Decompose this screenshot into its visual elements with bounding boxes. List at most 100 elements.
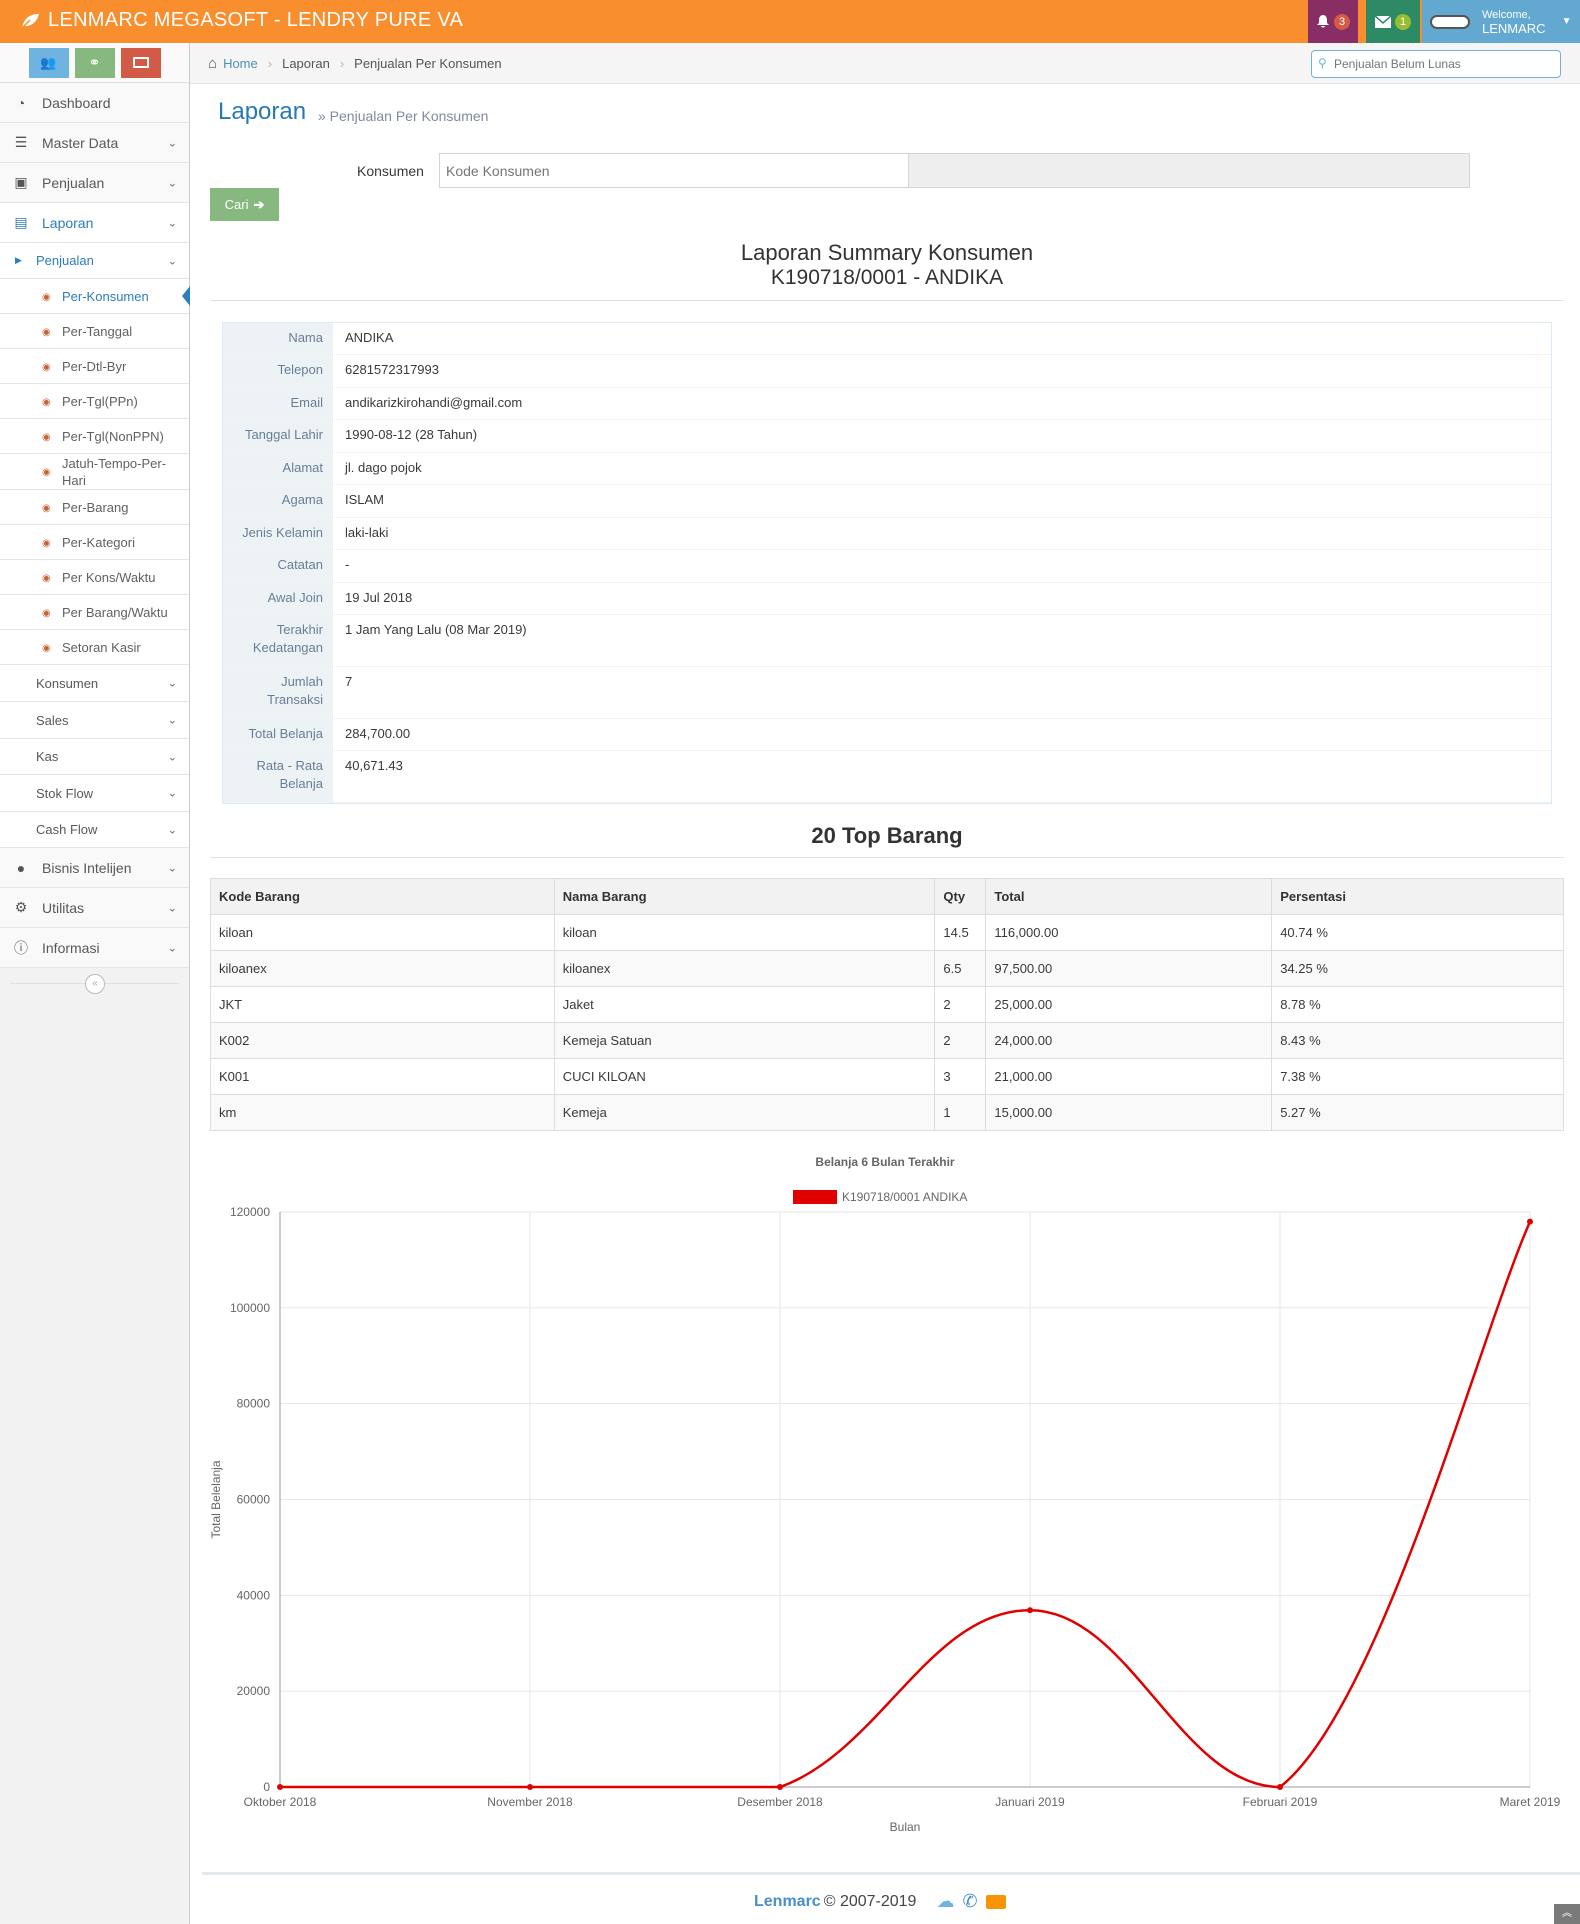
sidebar-item-label: Laporan xyxy=(42,214,94,231)
table-cell: Jaket xyxy=(553,986,936,1023)
breadcrumb-current: Penjualan Per Konsumen xyxy=(354,56,502,71)
data-point xyxy=(1277,1784,1283,1790)
profile-label: Catatan xyxy=(223,550,333,582)
x-tick-label: Oktober 2018 xyxy=(244,1795,317,1809)
submenu-item-per-kategori[interactable]: ◉ Per-Kategori xyxy=(0,525,189,560)
chevron-down-icon: ⌄ xyxy=(167,751,177,763)
column-header[interactable]: Kode Barang xyxy=(210,878,555,915)
divider xyxy=(210,857,1564,858)
profile-row: Rata - Rata Belanja 40,671.43 xyxy=(223,751,1551,803)
footer-brand[interactable]: Lenmarc xyxy=(754,1892,821,1910)
sidebar-item-dashboard[interactable]: ◔ Dashboard xyxy=(0,83,189,123)
submenu-item-per-dtl-byr[interactable]: ◉ Per-Dtl-Byr xyxy=(0,349,189,384)
submenu-cash-flow[interactable]: Cash Flow ⌄ xyxy=(0,812,189,848)
sidebar-item-laporan[interactable]: ▤ Laporan ⌄ xyxy=(0,203,189,243)
submenu-sales[interactable]: Sales ⌄ xyxy=(0,702,189,739)
submenu-item-per-barang-waktu[interactable]: ◉ Per Barang/Waktu xyxy=(0,595,189,630)
shortcut-link-button[interactable]: ⚭ xyxy=(74,47,115,78)
envelope-icon[interactable] xyxy=(985,1894,1006,1909)
y-tick-label: 40000 xyxy=(237,1588,271,1602)
eye-icon: ◉ xyxy=(42,538,51,549)
submenu-label: Setoran Kasir xyxy=(62,639,141,655)
profile-row: Total Belanja 284,700.00 xyxy=(223,719,1551,751)
submenu-item-per-konsumen[interactable]: ◉ Per-Konsumen xyxy=(0,279,190,314)
column-header[interactable]: Total xyxy=(985,878,1273,915)
profile-label: Total Belanja xyxy=(223,719,333,750)
chevron-down-icon: ⌄ xyxy=(167,902,177,914)
notification-badge: 3 xyxy=(1334,13,1350,30)
sidebar-item-label: Utilitas xyxy=(42,899,85,916)
y-tick-label: 20000 xyxy=(237,1684,271,1698)
profile-label: Tanggal Lahir xyxy=(223,420,333,452)
nav-search: ⚲ xyxy=(1311,50,1561,78)
notifications-button[interactable]: 3 xyxy=(1308,0,1358,43)
cari-label: Cari xyxy=(224,197,249,212)
submenu-konsumen[interactable]: Konsumen ⌄ xyxy=(0,665,189,702)
table-cell: 25,000.00 xyxy=(985,986,1273,1023)
home-icon: ⌂ xyxy=(208,55,218,72)
table-cell: kiloanex xyxy=(210,950,555,987)
wechat-icon[interactable]: ☁ xyxy=(936,1891,955,1911)
column-header[interactable]: Nama Barang xyxy=(553,878,936,915)
submenu-item-per-tanggal[interactable]: ◉ Per-Tanggal xyxy=(0,314,189,349)
submenu-item-per-barang[interactable]: ◉ Per-Barang xyxy=(0,490,189,525)
submenu-label: Per Barang/Waktu xyxy=(62,604,168,620)
table-cell: 2 xyxy=(934,1022,987,1059)
messages-button[interactable]: 1 xyxy=(1366,0,1420,43)
x-axis-label: Bulan xyxy=(890,1820,921,1834)
submenu-item-per-tgl-nonppn[interactable]: ◉ Per-Tgl(NonPPN) xyxy=(0,419,189,454)
submenu-penjualan[interactable]: ▶ Penjualan ⌄ xyxy=(0,243,189,279)
spending-chart: Belanja 6 Bulan Terakhir K190718/0001 AND… xyxy=(209,1155,1561,1834)
submenu-item-setoran-kasir[interactable]: ◉ Setoran Kasir xyxy=(0,630,189,665)
submenu-stok-flow[interactable]: Stok Flow ⌄ xyxy=(0,775,189,812)
breadcrumb-home[interactable]: Home xyxy=(223,56,258,71)
profile-label: Jenis Kelamin xyxy=(223,518,333,549)
sidebar-shortcuts: 👥 ⚭ xyxy=(0,43,189,83)
profile-value: 1 Jam Yang Lalu (08 Mar 2019) xyxy=(345,622,527,637)
submenu-item-jatuh-tempo[interactable]: ◉ Jatuh-Tempo-Per-Hari xyxy=(0,454,189,490)
submenu-item-per-kons-waktu[interactable]: ◉ Per Kons/Waktu xyxy=(0,560,189,595)
leaf-icon xyxy=(21,13,39,29)
sidebar-item-label: Bisnis Intelijen xyxy=(42,859,132,876)
konsumen-label: Konsumen xyxy=(357,163,424,179)
sidebar-item-penjualan[interactable]: ▣ Penjualan ⌄ xyxy=(0,163,189,203)
series-line xyxy=(280,1221,1532,1789)
chevron-down-icon: ⌄ xyxy=(167,862,177,874)
search-input[interactable] xyxy=(1334,54,1554,74)
x-tick-label: Maret 2019 xyxy=(1500,1795,1561,1809)
brand[interactable]: LENMARC MEGASOFT - LENDRY PURE VA xyxy=(20,9,463,32)
profile-label: Alamat xyxy=(223,453,333,484)
profile-value: - xyxy=(345,557,350,572)
sidebar-item-bisnis-intelijen[interactable]: ● Bisnis Intelijen ⌄ xyxy=(0,848,189,888)
x-tick-label: Desember 2018 xyxy=(737,1795,823,1809)
sidebar-item-label: Master Data xyxy=(42,134,119,151)
shortcut-users-button[interactable]: 👥 xyxy=(28,47,69,78)
page-subtitle: » Penjualan Per Konsumen xyxy=(318,108,489,124)
cari-button[interactable]: Cari ➔ xyxy=(210,188,279,221)
scroll-up-button[interactable]: ︽ xyxy=(1554,1904,1580,1924)
column-header[interactable]: Persentasi xyxy=(1271,878,1564,915)
breadcrumb-laporan[interactable]: Laporan xyxy=(282,56,330,71)
sidebar-item-utilitas[interactable]: ⚙ Utilitas ⌄ xyxy=(0,888,189,928)
user-menu[interactable]: Welcome, LENMARC ▼ xyxy=(1422,0,1580,43)
y-tick-label: 80000 xyxy=(237,1397,271,1411)
submenu-label: Sales xyxy=(36,712,69,728)
table-cell: 8.43 % xyxy=(1271,1022,1564,1059)
submenu-kas[interactable]: Kas ⌄ xyxy=(0,739,189,775)
kode-konsumen-input[interactable] xyxy=(439,153,909,188)
sidebar-item-informasi[interactable]: ⓘ Informasi ⌄ xyxy=(0,928,189,968)
shortcut-money-button[interactable] xyxy=(120,47,161,78)
table-row: K002 Kemeja Satuan 2 24,000.00 8.43 % xyxy=(210,1022,1564,1059)
submenu-item-per-tgl-ppn[interactable]: ◉ Per-Tgl(PPn) xyxy=(0,384,189,419)
profile-label: Rata - Rata Belanja xyxy=(223,751,333,802)
profile-value: 1990-08-12 (28 Tahun) xyxy=(345,427,478,442)
whatsapp-icon[interactable]: ✆ xyxy=(962,1891,978,1911)
table-cell: 40.74 % xyxy=(1271,914,1564,951)
collapse-sidebar-button[interactable]: « xyxy=(85,974,105,994)
sidebar-item-master-data[interactable]: ☰ Master Data ⌄ xyxy=(0,123,189,163)
users-icon: 👥 xyxy=(40,54,57,70)
profile-row: Email andikarizkirohandi@gmail.com xyxy=(223,388,1551,420)
profile-row: Alamat jl. dago pojok xyxy=(223,453,1551,485)
column-header[interactable]: Qty xyxy=(934,878,987,915)
chevron-down-icon: ⌄ xyxy=(167,137,177,149)
